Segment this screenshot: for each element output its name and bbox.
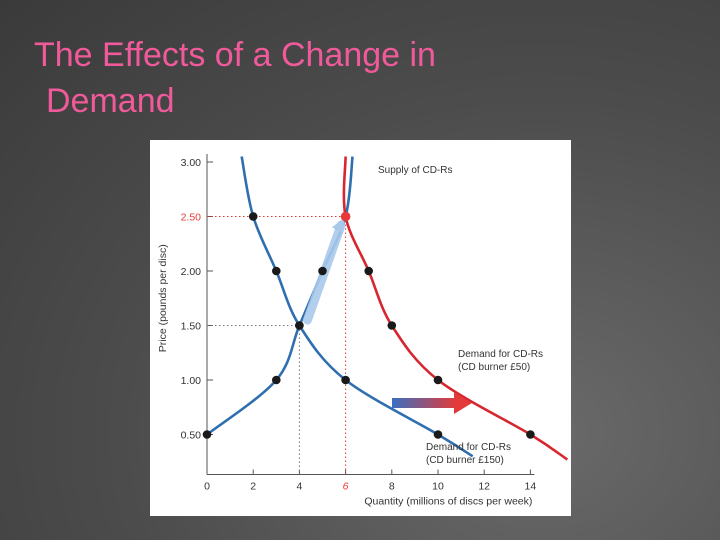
x-tick-label: 6	[343, 481, 349, 493]
data-point	[318, 266, 327, 276]
demand-old-label-line1: Demand for CD-Rs	[426, 442, 511, 453]
y-tick-label: 1.00	[181, 375, 202, 387]
y-tick-label: 2.50	[181, 212, 202, 224]
x-tick-label: 14	[525, 481, 537, 493]
title-line-2: Demand	[46, 82, 175, 120]
data-point	[295, 321, 304, 330]
data-point	[526, 430, 535, 439]
data-point	[272, 266, 281, 276]
data-point	[272, 375, 281, 385]
demand-shift-arrow-head	[454, 392, 472, 414]
new-equilibrium-point	[340, 211, 351, 222]
y-tick-label: 2.00	[181, 266, 202, 278]
demand-shift-arrow-shaft	[392, 398, 456, 408]
price-rise-arrow-head	[331, 217, 345, 234]
x-tick-label: 2	[250, 481, 256, 493]
y-axis-title: Price (pounds per disc)	[157, 244, 169, 352]
data-point	[364, 266, 373, 276]
supply-curve-label: Supply of CD-Rs	[378, 165, 452, 176]
x-tick-label: 4	[296, 481, 302, 493]
series-line-2	[342, 156, 569, 461]
data-point	[248, 212, 258, 221]
slide-title: The Effects of a Change in Demand	[34, 32, 436, 124]
title-line-1: The Effects of a Change in	[34, 36, 436, 74]
data-point	[341, 375, 350, 385]
data-point	[202, 430, 212, 439]
series-line-1	[240, 156, 474, 458]
demand-shift-chart: 0.50 1.00 1.50 2.00 2.50 3.00 0 2 4 6 8 10 12 14 Quant…	[157, 154, 569, 508]
demand-new-label-line2: (CD burner £50)	[458, 362, 530, 373]
data-point	[433, 375, 443, 385]
chart-panel: 0.50 1.00 1.50 2.00 2.50 3.00 0 2 4 6 8 10 12 14 Quant…	[150, 140, 571, 516]
x-tick-label: 8	[389, 481, 395, 493]
data-point	[433, 430, 443, 439]
y-tick-label: 1.50	[181, 321, 202, 333]
series-line-0	[206, 156, 354, 436]
demand-new-label-line1: Demand for CD-Rs	[458, 349, 543, 360]
x-tick-label: 12	[478, 481, 490, 493]
x-tick-label: 10	[432, 481, 444, 493]
y-tick-label: 3.00	[181, 157, 202, 169]
x-tick-label: 0	[204, 481, 210, 493]
x-axis-title: Quantity (millions of discs per week)	[364, 496, 532, 508]
y-tick-label: 0.50	[181, 430, 202, 442]
data-point	[387, 321, 397, 330]
demand-old-label-line2: (CD burner £150)	[426, 455, 504, 466]
